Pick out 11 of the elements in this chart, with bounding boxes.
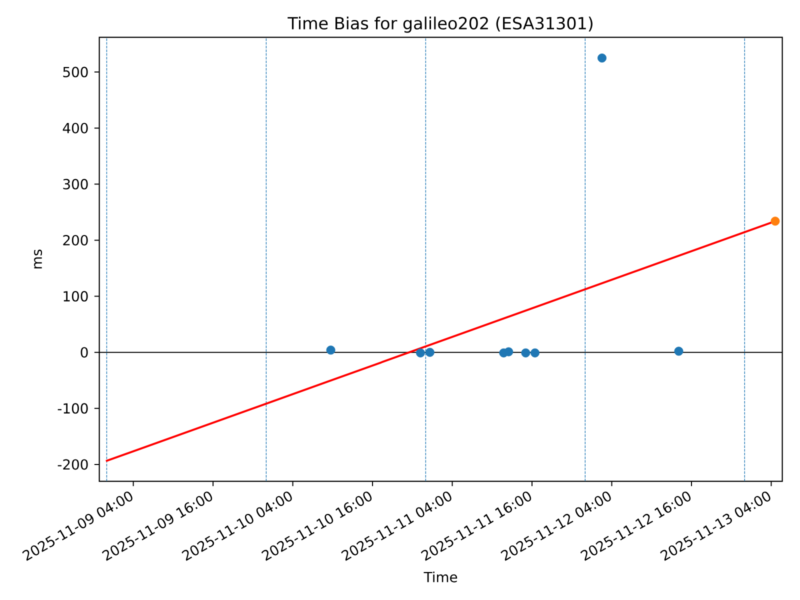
y-tick-label: -100 <box>58 403 88 414</box>
y-tick-label: 400 <box>62 122 88 134</box>
x-axis-title: Time <box>424 572 458 582</box>
chart-title: Time Bias for galileo202 (ESA31301) <box>288 16 592 33</box>
y-tick-label: 500 <box>63 66 88 78</box>
y-tick-label: 100 <box>64 291 88 302</box>
y-axis-title: ms <box>34 250 42 268</box>
y-tick-label: 300 <box>63 178 88 190</box>
y-tick-label: 0 <box>80 347 88 358</box>
y-tick-label: -200 <box>58 459 88 470</box>
y-tick-label: 200 <box>63 234 88 246</box>
